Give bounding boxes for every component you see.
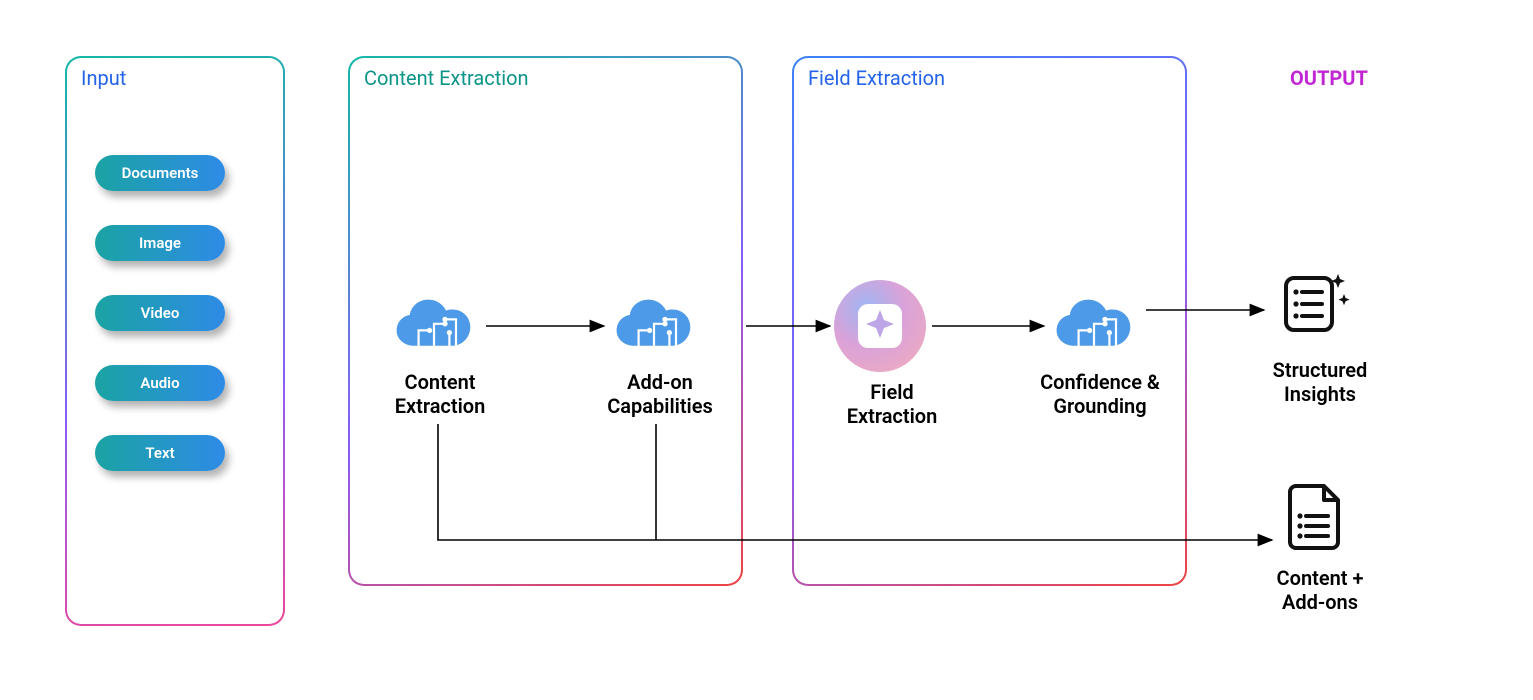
output-title: OUTPUT <box>1290 66 1368 90</box>
panel-input: Input <box>65 56 285 626</box>
pill-documents: Documents <box>95 155 225 191</box>
pill-image: Image <box>95 225 225 261</box>
output-content-label: Content + Add-ons <box>1260 566 1380 614</box>
pill-video: Video <box>95 295 225 331</box>
panel-field-extraction-title: Field Extraction <box>808 66 945 90</box>
node-field-extraction-label: Field Extraction <box>832 380 952 428</box>
diagram-canvas: Input Content Extraction Field Extractio… <box>0 0 1533 700</box>
panel-content-extraction-title: Content Extraction <box>364 66 529 90</box>
node-confidence-line1: Confidence & <box>1040 370 1160 394</box>
pill-audio-label: Audio <box>140 374 179 392</box>
node-content-extraction-line2: Extraction <box>395 394 486 418</box>
output-content-line2: Add-ons <box>1282 590 1358 614</box>
output-structured-line2: Insights <box>1284 382 1356 406</box>
pill-text-label: Text <box>145 444 174 462</box>
panel-input-title: Input <box>81 66 126 90</box>
pill-text: Text <box>95 435 225 471</box>
node-field-line1: Field <box>870 380 913 404</box>
node-confidence-line2: Grounding <box>1053 394 1146 418</box>
node-addon-line1: Add-on <box>627 370 693 394</box>
pill-audio: Audio <box>95 365 225 401</box>
pill-documents-label: Documents <box>122 164 199 182</box>
pill-video-label: Video <box>141 304 180 322</box>
node-confidence-label: Confidence & Grounding <box>1020 370 1180 418</box>
node-addon-capabilities-label: Add-on Capabilities <box>600 370 720 418</box>
output-content-line1: Content + <box>1277 566 1364 590</box>
document-icon <box>1280 480 1352 552</box>
cloud-icon <box>610 294 698 358</box>
node-field-line2: Extraction <box>847 404 938 428</box>
node-content-extraction-line1: Content <box>405 370 476 394</box>
output-structured-label: Structured Insights <box>1260 358 1380 406</box>
list-sparkle-icon <box>1280 268 1352 340</box>
output-structured-line1: Structured <box>1273 358 1368 382</box>
node-content-extraction-label: Content Extraction <box>380 370 500 418</box>
sparkle-icon <box>834 280 926 372</box>
pill-image-label: Image <box>139 234 181 252</box>
cloud-icon <box>390 294 478 358</box>
cloud-icon <box>1050 294 1138 358</box>
node-addon-line2: Capabilities <box>607 394 713 418</box>
